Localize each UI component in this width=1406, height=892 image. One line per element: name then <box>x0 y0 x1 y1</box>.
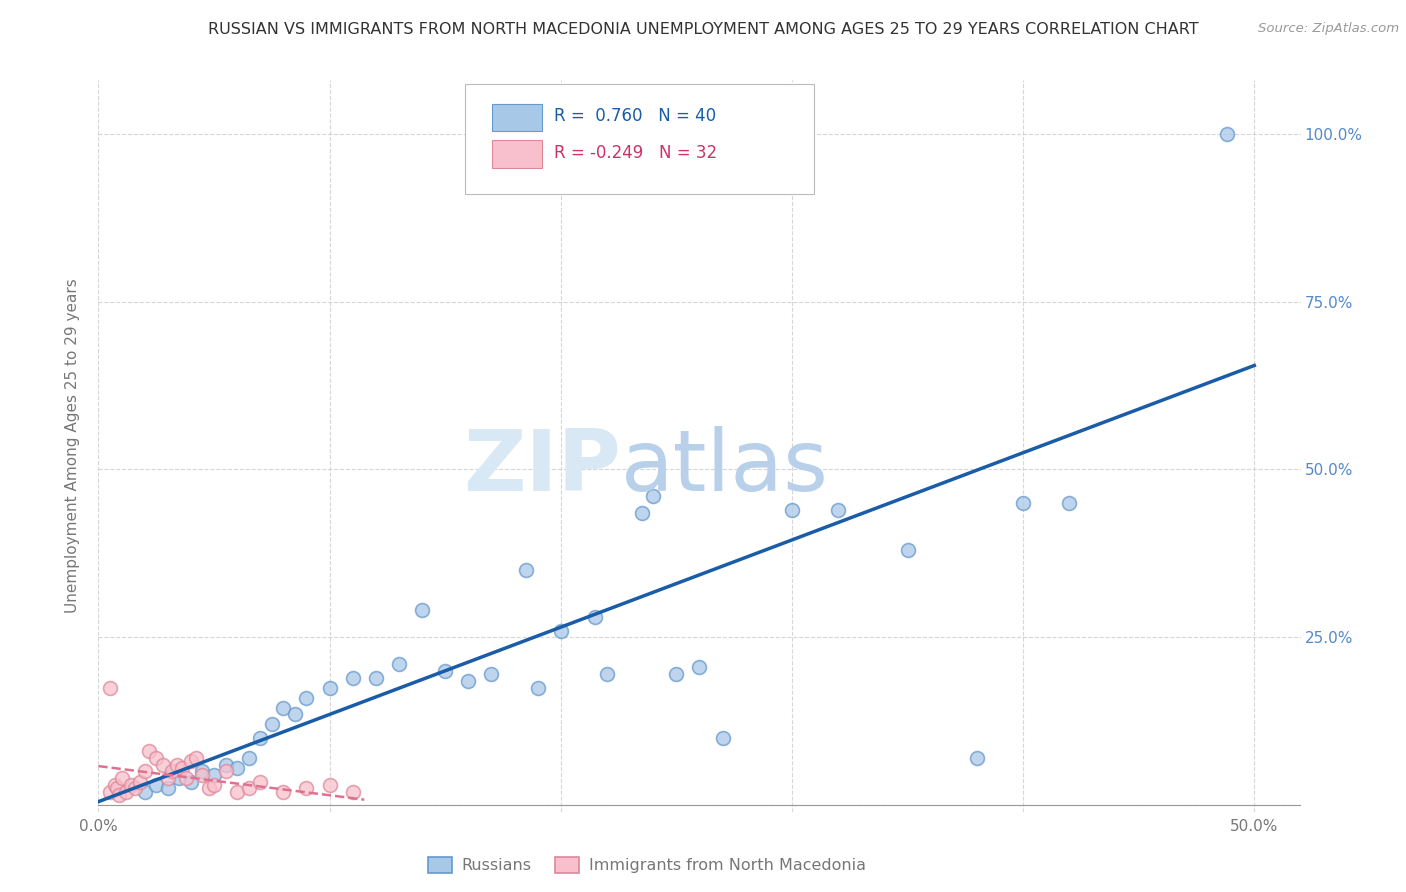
Point <box>145 778 167 792</box>
Point <box>226 761 249 775</box>
Point <box>411 603 433 617</box>
Point <box>166 757 188 772</box>
Point <box>388 657 411 671</box>
Y-axis label: Unemployment Among Ages 25 to 29 years: Unemployment Among Ages 25 to 29 years <box>65 278 80 614</box>
Point <box>180 774 202 789</box>
FancyBboxPatch shape <box>465 84 814 194</box>
Point <box>191 768 214 782</box>
Point <box>688 660 710 674</box>
Point <box>526 681 548 695</box>
Point <box>152 757 174 772</box>
Point <box>108 788 131 802</box>
Point <box>180 755 202 769</box>
Text: Source: ZipAtlas.com: Source: ZipAtlas.com <box>1258 22 1399 36</box>
Point <box>162 764 184 779</box>
Point <box>342 784 364 798</box>
Point <box>273 700 295 714</box>
Point <box>238 751 260 765</box>
Point <box>170 761 193 775</box>
Point <box>585 610 607 624</box>
Point <box>665 667 688 681</box>
FancyBboxPatch shape <box>492 103 541 131</box>
Point <box>643 489 665 503</box>
Point <box>780 502 803 516</box>
Point <box>174 771 197 785</box>
Point <box>364 671 387 685</box>
Text: ZIP: ZIP <box>464 426 621 509</box>
Point <box>550 624 572 638</box>
Point <box>98 784 121 798</box>
Point <box>515 563 537 577</box>
Legend: Russians, Immigrants from North Macedonia: Russians, Immigrants from North Macedoni… <box>422 850 872 880</box>
Point <box>156 781 179 796</box>
Point <box>249 774 271 789</box>
Point <box>481 667 503 681</box>
Point <box>120 778 142 792</box>
Point <box>273 784 295 798</box>
Point <box>156 771 179 785</box>
Point <box>711 731 734 745</box>
Point <box>295 781 318 796</box>
Point <box>630 506 652 520</box>
Point <box>134 784 156 798</box>
Point <box>434 664 457 678</box>
Point <box>191 764 214 779</box>
Point <box>827 502 849 516</box>
Point <box>169 771 191 785</box>
Text: RUSSIAN VS IMMIGRANTS FROM NORTH MACEDONIA UNEMPLOYMENT AMONG AGES 25 TO 29 YEAR: RUSSIAN VS IMMIGRANTS FROM NORTH MACEDON… <box>208 22 1198 37</box>
Point <box>202 778 225 792</box>
Point <box>134 764 156 779</box>
Point <box>184 751 207 765</box>
Point <box>129 774 152 789</box>
Point <box>124 781 146 796</box>
Point <box>318 778 340 792</box>
FancyBboxPatch shape <box>492 140 541 168</box>
Point <box>457 673 479 688</box>
Point <box>115 784 138 798</box>
Point <box>596 667 619 681</box>
Point <box>1215 127 1237 141</box>
Point <box>342 671 364 685</box>
Point <box>896 543 918 558</box>
Point <box>1059 496 1081 510</box>
Point <box>98 681 121 695</box>
Point <box>138 744 160 758</box>
Point <box>110 771 132 785</box>
Point <box>105 781 128 796</box>
Point <box>295 690 318 705</box>
Point <box>249 731 271 745</box>
Text: atlas: atlas <box>621 426 830 509</box>
Point <box>214 764 236 779</box>
Point <box>966 751 988 765</box>
Text: R = -0.249   N = 32: R = -0.249 N = 32 <box>554 144 717 161</box>
Point <box>238 781 260 796</box>
Point <box>145 751 167 765</box>
Point <box>202 768 225 782</box>
Point <box>214 757 236 772</box>
Point <box>226 784 249 798</box>
Point <box>260 717 283 731</box>
Point <box>318 681 340 695</box>
Text: R =  0.760   N = 40: R = 0.760 N = 40 <box>554 107 716 125</box>
Point <box>284 707 307 722</box>
Point <box>198 781 221 796</box>
Point <box>104 778 127 792</box>
Point <box>1012 496 1035 510</box>
